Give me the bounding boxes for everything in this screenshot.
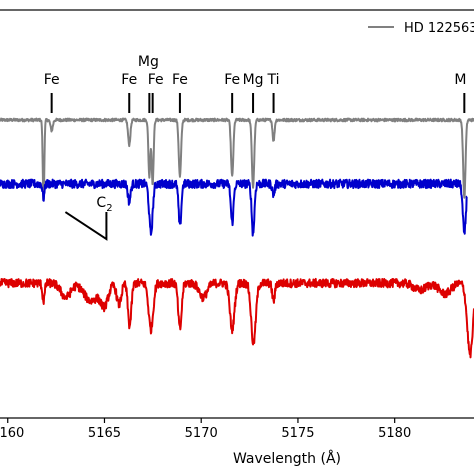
marker-label-2: Fe xyxy=(121,72,137,88)
marker-label-6: Fe xyxy=(224,72,240,88)
spectrum-line-1 xyxy=(0,117,474,201)
x-tick-label-2: 5165 xyxy=(88,426,121,441)
x-tick-label-1: 5160 xyxy=(0,426,24,441)
bandhead-label: C2 xyxy=(96,195,112,214)
legend: HD 122563 xyxy=(368,21,474,36)
marker-label-4: Fe xyxy=(148,72,164,88)
spectrum-line-2 xyxy=(0,178,468,237)
marker-label-7: Mg xyxy=(243,72,264,88)
axes-frame xyxy=(0,9,474,419)
marker-label-1: Fe xyxy=(44,72,60,88)
marker-label-3: Mg xyxy=(138,54,159,70)
x-tick-label-4: 5175 xyxy=(281,426,314,441)
bandhead-bracket xyxy=(64,211,108,241)
annotations: C2 xyxy=(64,195,113,241)
marker-label-8: Ti xyxy=(267,72,280,88)
spectrum-line-3 xyxy=(0,277,474,359)
x-tick-label-3: 5170 xyxy=(185,426,218,441)
marker-label-9: M xyxy=(454,72,466,88)
x-axis-label: Wavelength (Å) xyxy=(233,450,341,467)
marker-label-5: Fe xyxy=(172,72,188,88)
x-tick-label-5: 5180 xyxy=(378,426,411,441)
legend-label: HD 122563 xyxy=(404,21,474,36)
spectra-lines xyxy=(0,117,474,359)
x-axis-ticks: 5160 5165 5170 5175 5180 xyxy=(0,418,411,441)
